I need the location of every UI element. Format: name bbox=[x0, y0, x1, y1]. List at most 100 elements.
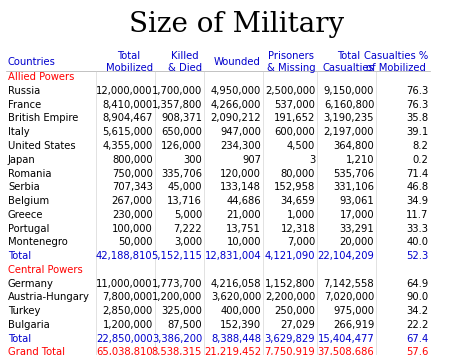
Text: 8,410,000: 8,410,000 bbox=[102, 100, 153, 110]
Text: 1,773,700: 1,773,700 bbox=[152, 279, 202, 289]
Text: 3,620,000: 3,620,000 bbox=[211, 293, 261, 302]
Text: 907: 907 bbox=[242, 155, 261, 165]
Text: 3,629,829: 3,629,829 bbox=[264, 334, 315, 344]
Text: 152,958: 152,958 bbox=[274, 182, 315, 192]
Text: 600,000: 600,000 bbox=[274, 127, 315, 137]
Text: 133,148: 133,148 bbox=[220, 182, 261, 192]
Text: 535,706: 535,706 bbox=[333, 169, 374, 179]
Text: 22.2: 22.2 bbox=[406, 320, 428, 330]
Text: 33.3: 33.3 bbox=[406, 224, 428, 234]
Text: Killed
& Died: Killed & Died bbox=[168, 51, 202, 73]
Text: 7,222: 7,222 bbox=[173, 224, 202, 234]
Text: 76.3: 76.3 bbox=[406, 86, 428, 96]
Text: 12,318: 12,318 bbox=[281, 224, 315, 234]
Text: Total: Total bbox=[8, 334, 31, 344]
Text: 67.4: 67.4 bbox=[406, 334, 428, 344]
Text: 300: 300 bbox=[183, 155, 202, 165]
Text: Prisoners
& Missing: Prisoners & Missing bbox=[266, 51, 315, 73]
Text: 7,750,919: 7,750,919 bbox=[264, 348, 315, 355]
Text: 90.0: 90.0 bbox=[406, 293, 428, 302]
Text: 250,000: 250,000 bbox=[274, 306, 315, 316]
Text: 908,371: 908,371 bbox=[161, 114, 202, 124]
Text: Japan: Japan bbox=[8, 155, 36, 165]
Text: 13,751: 13,751 bbox=[226, 224, 261, 234]
Text: 76.3: 76.3 bbox=[406, 100, 428, 110]
Text: 37,508,686: 37,508,686 bbox=[318, 348, 374, 355]
Text: 46.8: 46.8 bbox=[406, 182, 428, 192]
Text: 33,291: 33,291 bbox=[339, 224, 374, 234]
Text: 2,197,000: 2,197,000 bbox=[324, 127, 374, 137]
Text: 17,000: 17,000 bbox=[339, 210, 374, 220]
Text: Portugal: Portugal bbox=[8, 224, 49, 234]
Text: Greece: Greece bbox=[8, 210, 44, 220]
Text: Germany: Germany bbox=[8, 279, 54, 289]
Text: 947,000: 947,000 bbox=[220, 127, 261, 137]
Text: 707,343: 707,343 bbox=[112, 182, 153, 192]
Text: 800,000: 800,000 bbox=[112, 155, 153, 165]
Text: 325,000: 325,000 bbox=[161, 306, 202, 316]
Text: Romania: Romania bbox=[8, 169, 52, 179]
Text: 7,020,000: 7,020,000 bbox=[324, 293, 374, 302]
Text: 1,000: 1,000 bbox=[287, 210, 315, 220]
Text: 44,686: 44,686 bbox=[227, 196, 261, 206]
Text: 191,652: 191,652 bbox=[274, 114, 315, 124]
Text: 120,000: 120,000 bbox=[220, 169, 261, 179]
Text: 35.8: 35.8 bbox=[406, 114, 428, 124]
Text: 80,000: 80,000 bbox=[281, 169, 315, 179]
Text: 93,061: 93,061 bbox=[339, 196, 374, 206]
Text: 3,386,200: 3,386,200 bbox=[152, 334, 202, 344]
Text: 64.9: 64.9 bbox=[406, 279, 428, 289]
Text: 2,500,000: 2,500,000 bbox=[265, 86, 315, 96]
Text: 12,000,000: 12,000,000 bbox=[96, 86, 153, 96]
Text: Italy: Italy bbox=[8, 127, 29, 137]
Text: 266,919: 266,919 bbox=[333, 320, 374, 330]
Text: France: France bbox=[8, 100, 41, 110]
Text: 335,706: 335,706 bbox=[161, 169, 202, 179]
Text: Montenegro: Montenegro bbox=[8, 237, 68, 247]
Text: 40.0: 40.0 bbox=[406, 237, 428, 247]
Text: 0.2: 0.2 bbox=[412, 155, 428, 165]
Text: Bulgaria: Bulgaria bbox=[8, 320, 50, 330]
Text: Russia: Russia bbox=[8, 86, 40, 96]
Text: 21,219,452: 21,219,452 bbox=[204, 348, 261, 355]
Text: 1,200,000: 1,200,000 bbox=[152, 293, 202, 302]
Text: 8,388,448: 8,388,448 bbox=[211, 334, 261, 344]
Text: Allied Powers: Allied Powers bbox=[8, 72, 74, 82]
Text: 45,000: 45,000 bbox=[168, 182, 202, 192]
Text: Central Powers: Central Powers bbox=[8, 265, 83, 275]
Text: 4,266,000: 4,266,000 bbox=[210, 100, 261, 110]
Text: 230,000: 230,000 bbox=[112, 210, 153, 220]
Text: 22,850,000: 22,850,000 bbox=[96, 334, 153, 344]
Text: 52.3: 52.3 bbox=[406, 251, 428, 261]
Text: 12,831,004: 12,831,004 bbox=[204, 251, 261, 261]
Text: Total
Casualties: Total Casualties bbox=[322, 51, 374, 73]
Text: 5,000: 5,000 bbox=[174, 210, 202, 220]
Text: Austria-Hungary: Austria-Hungary bbox=[8, 293, 90, 302]
Text: 65,038,810: 65,038,810 bbox=[96, 348, 153, 355]
Text: 4,216,058: 4,216,058 bbox=[210, 279, 261, 289]
Text: 4,950,000: 4,950,000 bbox=[211, 86, 261, 96]
Text: 2,850,000: 2,850,000 bbox=[102, 306, 153, 316]
Text: Total
Mobilized: Total Mobilized bbox=[106, 51, 153, 73]
Text: Serbia: Serbia bbox=[8, 182, 40, 192]
Text: 650,000: 650,000 bbox=[161, 127, 202, 137]
Text: 100,000: 100,000 bbox=[112, 224, 153, 234]
Text: 9,150,000: 9,150,000 bbox=[324, 86, 374, 96]
Text: 3,000: 3,000 bbox=[174, 237, 202, 247]
Text: 3: 3 bbox=[309, 155, 315, 165]
Text: 34.2: 34.2 bbox=[406, 306, 428, 316]
Text: British Empire: British Empire bbox=[8, 114, 78, 124]
Text: 15,404,477: 15,404,477 bbox=[318, 334, 374, 344]
Text: Countries: Countries bbox=[8, 57, 56, 67]
Text: 2,090,212: 2,090,212 bbox=[210, 114, 261, 124]
Text: Turkey: Turkey bbox=[8, 306, 40, 316]
Text: 7,000: 7,000 bbox=[287, 237, 315, 247]
Text: 8,904,467: 8,904,467 bbox=[102, 114, 153, 124]
Text: Wounded: Wounded bbox=[214, 57, 261, 67]
Text: 1,700,000: 1,700,000 bbox=[152, 86, 202, 96]
Text: 975,000: 975,000 bbox=[333, 306, 374, 316]
Text: 537,000: 537,000 bbox=[274, 100, 315, 110]
Text: 364,800: 364,800 bbox=[333, 141, 374, 151]
Text: 4,121,090: 4,121,090 bbox=[264, 251, 315, 261]
Text: 6,160,800: 6,160,800 bbox=[324, 100, 374, 110]
